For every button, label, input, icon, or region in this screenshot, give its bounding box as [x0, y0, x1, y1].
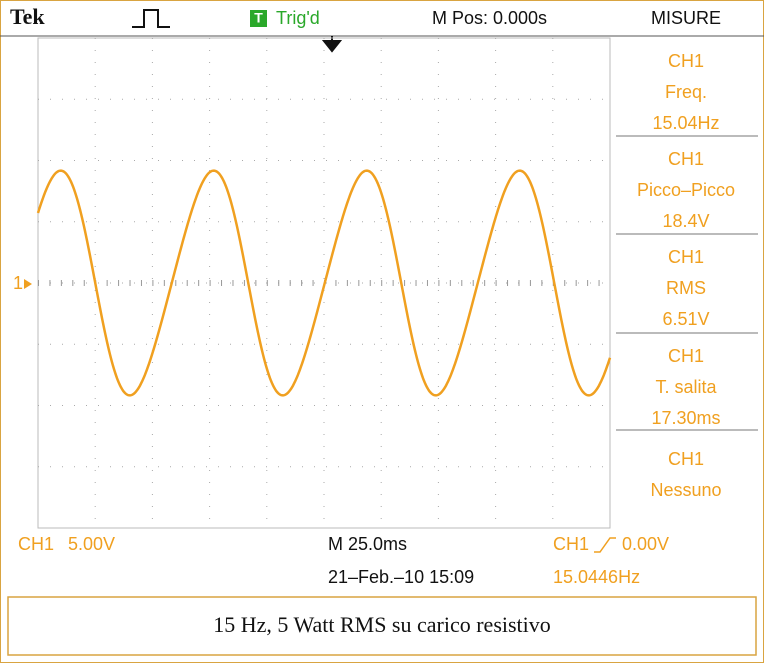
measure-channel: CH1	[668, 149, 704, 169]
measure-channel: CH1	[668, 449, 704, 469]
measure-value: 6.51V	[662, 309, 709, 329]
footer-channel: CH1	[18, 534, 54, 554]
measure-label: Nessuno	[650, 480, 721, 500]
measure-panel	[612, 38, 762, 528]
measure-value: 15.04Hz	[652, 113, 719, 133]
channel-arrow	[24, 279, 32, 289]
measure-label: Freq.	[665, 82, 707, 102]
trigger-level: 0.00V	[622, 534, 669, 554]
caption: 15 Hz, 5 Watt RMS su carico resistivo	[213, 612, 551, 637]
trigger-channel: CH1	[553, 534, 589, 554]
footer-scale: 5.00V	[68, 534, 115, 554]
menu-title: MISURE	[651, 8, 721, 28]
date: 21–Feb.–10 15:09	[328, 567, 474, 587]
slope-icon	[594, 537, 616, 553]
brand: Tek	[10, 4, 45, 29]
timebase: M 25.0ms	[328, 534, 407, 554]
position: M Pos: 0.000s	[432, 8, 547, 28]
measure-label: Picco–Picco	[637, 180, 735, 200]
pulse-icon	[132, 9, 170, 28]
trigger-badge	[250, 10, 267, 27]
measure-label: T. salita	[655, 377, 717, 397]
measure-list: CH1 Freq. 15.04Hz CH1 Picco–Picco 18.4V CH1 RMS…	[616, 51, 758, 500]
measure-channel: CH1	[668, 247, 704, 267]
measure-channel: CH1	[668, 346, 704, 366]
channel-marker: 1	[13, 273, 23, 293]
caption-box	[7, 596, 757, 656]
trigger-icon: T	[254, 10, 263, 26]
measure-channel: CH1	[668, 51, 704, 71]
measure-value: 18.4V	[662, 211, 709, 231]
trigger-status: Trig'd	[276, 8, 320, 28]
waveform	[36, 169, 612, 397]
measure-label: RMS	[666, 278, 706, 298]
frequency: 15.0446Hz	[553, 567, 640, 587]
measure-value: 17.30ms	[651, 408, 720, 428]
